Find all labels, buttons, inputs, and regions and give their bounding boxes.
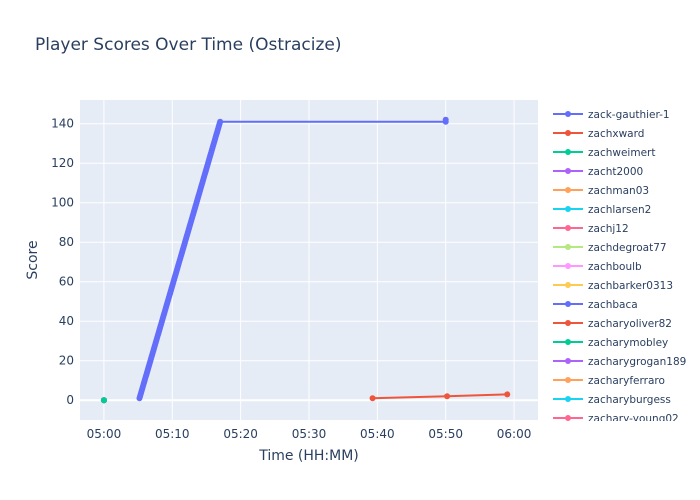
legend-label: zachlarsen2 [588, 204, 651, 216]
legend-item[interactable]: zachlarsen2 [553, 204, 651, 216]
legend-label: zacharygrogan189 [588, 356, 686, 368]
x-tick-label: 05:50 [428, 427, 463, 441]
data-point [369, 395, 376, 402]
series-zachxward [369, 391, 511, 402]
legend-item[interactable]: zachj12 [553, 223, 629, 235]
legend-marker [565, 263, 571, 269]
y-tick-label: 0 [66, 393, 74, 407]
legend-label: zachbarker0313 [588, 280, 673, 292]
y-tick-label: 60 [59, 275, 74, 289]
y-tick-label: 80 [59, 235, 74, 249]
data-point [100, 397, 107, 404]
legend-item[interactable]: zacharyoliver82 [553, 318, 672, 330]
legend-item[interactable]: zachdegroat77 [553, 242, 667, 254]
legend-label: zachboulb [588, 261, 642, 273]
legend-marker [565, 149, 571, 155]
y-tick-label: 40 [59, 314, 74, 328]
legend-label: zacht2000 [588, 166, 643, 178]
legend-label: zachxward [588, 128, 644, 140]
legend-label: zacharyburgess [588, 394, 671, 406]
y-tick-label: 20 [59, 354, 74, 368]
y-tick-label: 100 [51, 196, 74, 210]
legend-item[interactable]: zachxward [553, 128, 644, 140]
x-tick-label: 06:00 [497, 427, 532, 441]
legend-marker [565, 377, 571, 383]
data-point [504, 391, 511, 398]
legend-item[interactable]: zack-gauthier-1 [553, 109, 670, 121]
legend-marker [565, 320, 571, 326]
legend-marker [565, 225, 571, 231]
y-tick-label: 140 [51, 117, 74, 131]
legend-label: zacharyferraro [588, 375, 665, 387]
legend-marker [565, 187, 571, 193]
x-axis-title: Time (HH:MM) [258, 448, 359, 464]
legend-label: zachj12 [588, 223, 629, 235]
legend-label: zacharyoliver82 [588, 318, 672, 330]
series-marks [100, 116, 511, 404]
legend-label: zachweimert [588, 147, 655, 159]
legend-label: zacharymobley [588, 337, 668, 349]
chart-title: Player Scores Over Time (Ostracize) [35, 35, 342, 55]
legend-label: zachman03 [588, 185, 649, 197]
legend-item[interactable]: zachweimert [553, 147, 655, 159]
x-tick-label: 05:40 [360, 427, 395, 441]
data-point [217, 118, 224, 125]
legend-item[interactable]: zachman03 [553, 185, 649, 197]
legend-marker [565, 339, 571, 345]
x-axis-ticks: 05:00 05:10 05:20 05:30 05:40 05:50 06:00 [87, 427, 532, 441]
grid [80, 100, 538, 420]
x-tick-label: 05:00 [87, 427, 122, 441]
legend-label: zachary-young02 [588, 413, 679, 425]
legend-marker [565, 168, 571, 174]
y-axis-ticks: 0 20 40 60 80 100 120 140 [51, 117, 74, 408]
legend[interactable]: zack-gauthier-1 zachxward zachweimert zacht… [553, 109, 686, 425]
y-axis-title: Score [25, 240, 41, 279]
legend-item[interactable]: zacht2000 [553, 166, 643, 178]
legend-item[interactable]: zacharyburgess [553, 394, 671, 406]
y-tick-label: 120 [51, 156, 74, 170]
legend-marker [565, 358, 571, 364]
x-tick-label: 05:20 [223, 427, 258, 441]
legend-marker [565, 206, 571, 212]
legend-marker [565, 130, 571, 136]
legend-item[interactable]: zachboulb [553, 261, 642, 273]
legend-marker [565, 244, 571, 250]
legend-marker [565, 396, 571, 402]
series-zack-gauthier-1 [136, 116, 449, 402]
legend-label: zachdegroat77 [588, 242, 667, 254]
legend-label: zachbaca [588, 299, 638, 311]
legend-item[interactable]: zachbaca [553, 299, 638, 311]
legend-marker [565, 111, 571, 117]
legend-marker [565, 415, 571, 421]
series-zachweimert [100, 397, 107, 404]
legend-item[interactable]: zachary-young02 [553, 413, 679, 425]
legend-label: zack-gauthier-1 [588, 109, 670, 121]
legend-item[interactable]: zacharyferraro [553, 375, 665, 387]
data-point [442, 116, 449, 123]
legend-item[interactable]: zacharygrogan189 [553, 356, 686, 368]
data-point [444, 393, 451, 400]
x-tick-label: 05:30 [292, 427, 327, 441]
legend-item[interactable]: zacharymobley [553, 337, 668, 349]
x-tick-label: 05:10 [155, 427, 190, 441]
legend-marker [565, 282, 571, 288]
legend-item[interactable]: zachbarker0313 [553, 280, 673, 292]
legend-marker [565, 301, 571, 307]
